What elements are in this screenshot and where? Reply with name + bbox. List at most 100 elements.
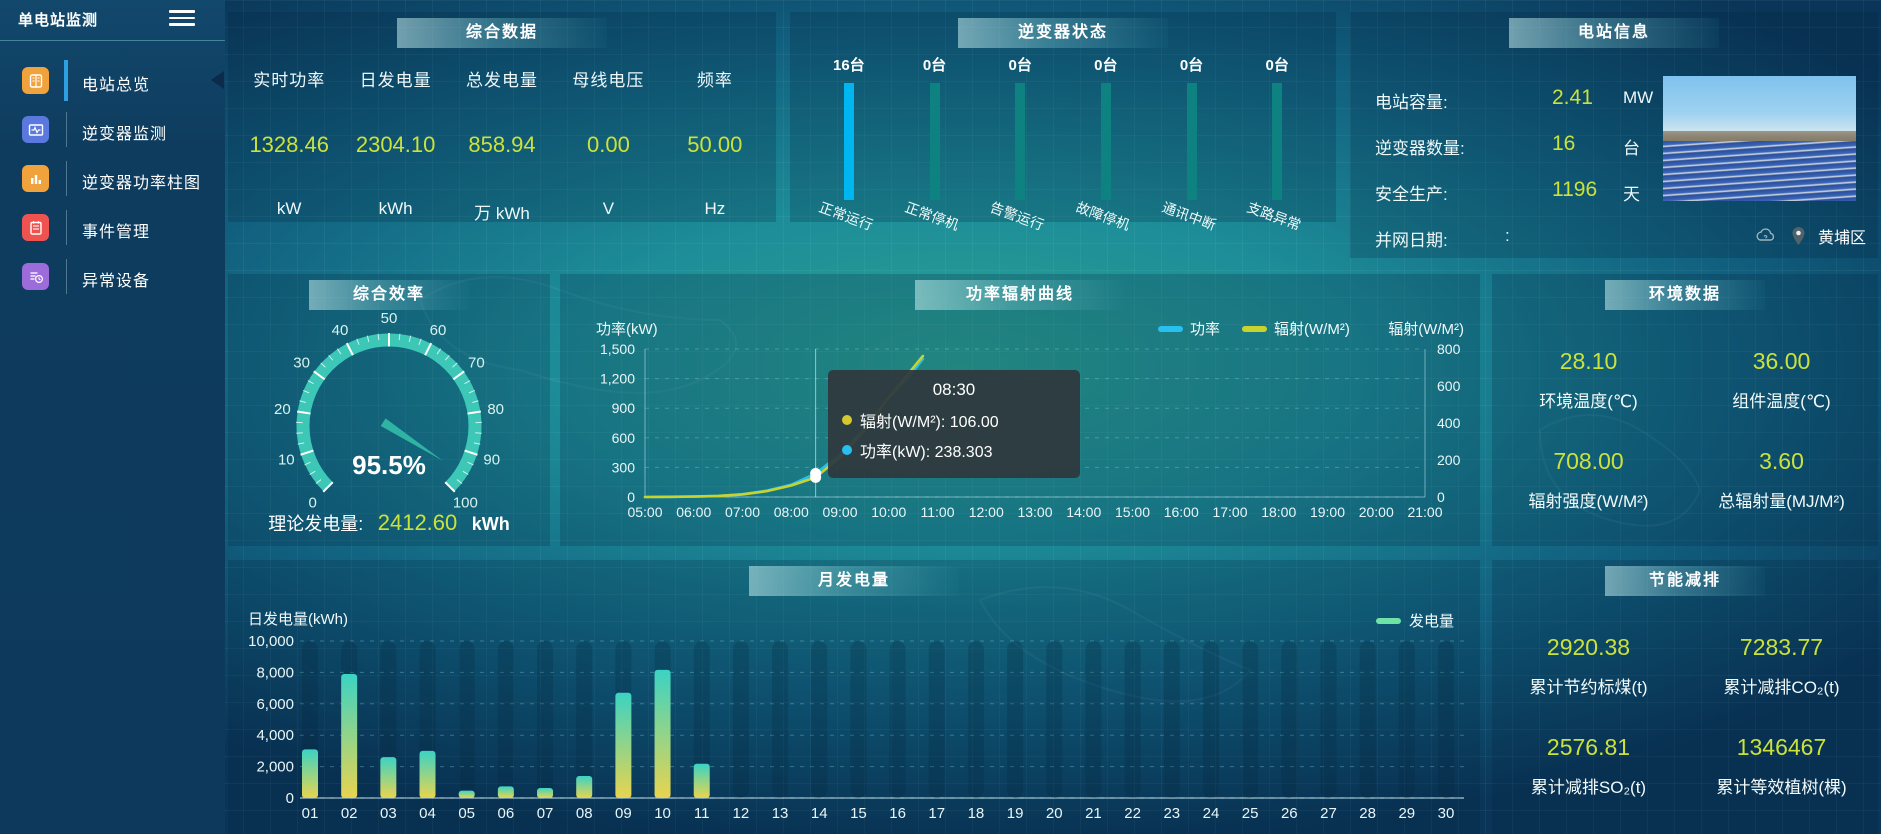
metric-value: 36.00 xyxy=(1752,348,1811,374)
saving-metrics: 2920.38 累计节约标煤(t) 7283.77 累计减排CO₂(t) 257… xyxy=(1492,612,1878,812)
radiation-legend-swatch xyxy=(1242,325,1268,332)
svg-text:1,500: 1,500 xyxy=(600,341,635,357)
svg-text:100: 100 xyxy=(453,494,478,508)
abnormal-device-icon xyxy=(22,263,49,290)
sidebar-item-power-barchart[interactable]: 逆变器功率柱图 xyxy=(0,154,225,203)
panel-efficiency: 综合效率 0 10 20 30 40 50 60 70 80 90 100 95.5% 理论发电量:… xyxy=(228,274,550,546)
panel-environment: 环境数据 28.10 环境温度(℃) 36.00 组件温度(℃) 708.00 … xyxy=(1492,274,1878,546)
metric-label: 累计减排SO₂(t) xyxy=(1530,778,1647,797)
state-bar xyxy=(929,83,940,200)
energy-legend-swatch xyxy=(1376,617,1401,624)
menu-toggle-icon[interactable] xyxy=(169,10,195,28)
total-radiation-cell: 3.60 总辐射量(MJ/M²) xyxy=(1685,426,1878,512)
svg-text:80: 80 xyxy=(487,401,504,418)
location-pin-icon[interactable] xyxy=(1791,226,1806,246)
metric-value: 7283.77 xyxy=(1739,634,1824,660)
metric-label: 累计减排CO₂(t) xyxy=(1723,678,1840,697)
svg-text:8,000: 8,000 xyxy=(256,664,294,681)
svg-text:10: 10 xyxy=(278,451,295,468)
power-dot-icon xyxy=(842,445,852,455)
chart-tooltip: 08:30 辐射(W/M²): 106.00 功率(kW): 238.303 xyxy=(828,370,1080,478)
metric-label: 环境温度(℃) xyxy=(1539,392,1638,411)
svg-text:07:00: 07:00 xyxy=(725,504,760,520)
weather-cloud-icon[interactable] xyxy=(1753,227,1779,245)
svg-text:27: 27 xyxy=(1320,805,1337,822)
theory-label: 理论发电量: xyxy=(268,514,364,534)
svg-text:13:00: 13:00 xyxy=(1017,504,1052,520)
sidebar-item-station-overview[interactable]: 电站总览 xyxy=(0,56,225,105)
metric-frequency: 频率 50.00 Hz xyxy=(662,52,768,222)
panel-title: 综合数据 xyxy=(397,18,607,48)
svg-text:600: 600 xyxy=(612,430,636,446)
power-legend-swatch xyxy=(1158,325,1183,332)
panel-energy-saving: 节能减排 2920.38 累计节约标煤(t) 7283.77 累计减排CO₂(t… xyxy=(1492,560,1878,834)
trees-equivalent-cell: 1346467 累计等效植树(棵) xyxy=(1685,712,1878,798)
info-label: 安全生产: xyxy=(1375,185,1448,204)
svg-text:05: 05 xyxy=(458,805,475,822)
svg-text:16:00: 16:00 xyxy=(1164,504,1199,520)
energy-legend[interactable]: 发电量 xyxy=(1376,610,1454,631)
sidebar-header: 单电站监测 xyxy=(0,0,225,40)
panel-monthly-energy: 月发电量 日发电量(kWh) 发电量 10,000 8,000 6,000 4,000… xyxy=(228,560,1480,834)
sidebar-item-label: 逆变器功率柱图 xyxy=(82,175,202,192)
svg-text:200: 200 xyxy=(1437,452,1461,468)
svg-text:09: 09 xyxy=(615,805,632,822)
svg-text:16: 16 xyxy=(889,805,906,822)
metric-label: 总辐射量(MJ/M²) xyxy=(1718,492,1845,511)
sidebar-item-label: 异常设备 xyxy=(82,273,151,290)
state-count: 0台 xyxy=(1179,57,1204,74)
sidebar-collapse-arrow-icon[interactable] xyxy=(211,71,224,89)
svg-text:07: 07 xyxy=(537,805,554,822)
sidebar-item-label: 电站总览 xyxy=(82,77,151,94)
info-unit: 台 xyxy=(1623,139,1640,158)
inverter-state-column: 0台 告警运行 xyxy=(977,48,1063,233)
environment-metrics: 28.10 环境温度(℃) 36.00 组件温度(℃) 708.00 辐射强度(… xyxy=(1492,326,1878,526)
tooltip-text: 功率(kW): 238.303 xyxy=(860,444,993,461)
metric-value: 0.00 xyxy=(587,132,630,157)
svg-text:30: 30 xyxy=(1438,805,1455,822)
tooltip-text: 辐射(W/M²): 106.00 xyxy=(860,414,999,431)
svg-text:11:00: 11:00 xyxy=(921,504,955,520)
monthly-energy-bar-chart[interactable]: 10,000 8,000 6,000 4,000 2,000 0 01 02 03 04 05 06 0… xyxy=(228,560,1480,834)
metric-daily-energy: 日发电量 2304.10 kWh xyxy=(342,52,448,222)
panel-title: 综合效率 xyxy=(309,280,469,310)
state-count: 16台 xyxy=(832,57,865,74)
svg-text:26: 26 xyxy=(1281,805,1298,822)
svg-text:50: 50 xyxy=(381,310,398,327)
sidebar-item-abnormal-device[interactable]: 异常设备 xyxy=(0,252,225,301)
svg-text:01: 01 xyxy=(302,805,319,822)
sidebar-item-inverter-monitor[interactable]: 逆变器监测 xyxy=(0,105,225,154)
left-axis-title: 功率(kW) xyxy=(596,321,658,338)
district-label: 黄埔区 xyxy=(1817,230,1866,247)
svg-text:1,200: 1,200 xyxy=(600,371,635,387)
gauge-value-label: 95.5% xyxy=(352,450,426,480)
state-count: 0台 xyxy=(1008,57,1032,74)
svg-text:12:00: 12:00 xyxy=(969,504,1004,520)
sidebar-item-event-management[interactable]: 事件管理 xyxy=(0,203,225,252)
metric-label: 累计节约标煤(t) xyxy=(1529,678,1648,697)
legend-radiation[interactable]: 辐射(W/M²) xyxy=(1242,318,1350,339)
so2-reduced-cell: 2576.81 累计减排SO₂(t) xyxy=(1492,712,1685,798)
svg-text:4,000: 4,000 xyxy=(256,727,294,744)
metric-label: 总发电量 xyxy=(466,71,539,90)
radiation-dot-icon xyxy=(842,415,852,425)
efficiency-gauge-chart[interactable]: 0 10 20 30 40 50 60 70 80 90 100 xyxy=(228,308,550,508)
svg-text:06:00: 06:00 xyxy=(676,504,711,520)
metric-value: 2304.10 xyxy=(355,132,436,157)
svg-text:06: 06 xyxy=(498,805,515,822)
svg-text:12: 12 xyxy=(733,805,750,822)
theoretical-energy-row: 理论发电量: 2412.60 kWh xyxy=(228,510,550,536)
svg-text:08:00: 08:00 xyxy=(774,504,809,520)
metric-value: 858.94 xyxy=(468,132,536,157)
legend-power[interactable]: 功率 xyxy=(1158,318,1220,339)
inverter-state-column: 0台 正常停机 xyxy=(892,48,978,233)
metric-label: 日发电量 xyxy=(359,71,432,90)
metric-value: 1346467 xyxy=(1736,734,1827,760)
state-bar xyxy=(1015,83,1026,200)
inverter-state-column: 0台 通讯中断 xyxy=(1149,48,1235,233)
svg-text:22: 22 xyxy=(1124,805,1141,822)
inverter-status-chart[interactable]: 16台 正常运行 0台 正常停机 0台 告警运行 0台 故障停机 0台 xyxy=(806,48,1320,233)
svg-text:18:00: 18:00 xyxy=(1261,504,1296,520)
metric-value: 708.00 xyxy=(1553,448,1624,474)
metric-label: 累计等效植树(棵) xyxy=(1716,778,1847,797)
